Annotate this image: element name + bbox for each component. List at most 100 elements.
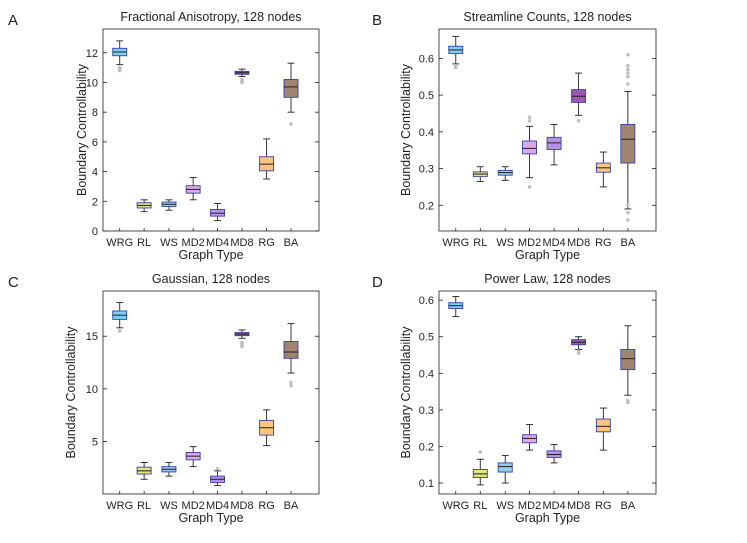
y-tick-label: 12	[86, 48, 98, 60]
axes-frame	[438, 290, 657, 495]
box-ws	[161, 461, 177, 477]
x-tick-label: WRG	[442, 237, 469, 249]
outlier-point	[289, 380, 293, 385]
y-tick-label: 4	[92, 167, 98, 179]
x-tick-label: RL	[137, 500, 151, 512]
x-tick-label: MD2	[518, 500, 541, 512]
outlier-point	[289, 122, 293, 126]
y-tick-label: 0.2	[419, 441, 434, 453]
chart-title: Streamline Counts, 128 nodes	[463, 10, 631, 24]
outlier-point	[626, 63, 630, 68]
x-tick-label: RG	[258, 500, 275, 512]
axes-frame	[102, 290, 320, 495]
box-iqr	[522, 140, 537, 155]
box-iqr	[497, 462, 513, 473]
x-axis-label: Graph Type	[515, 511, 580, 525]
x-tick-label: MD2	[182, 500, 205, 512]
outlier-point	[478, 450, 483, 454]
y-tick-label: 0.6	[419, 295, 434, 307]
x-tick-label: BA	[284, 500, 299, 512]
y-tick-label: 0.4	[419, 368, 434, 380]
y-tick-label: 0	[92, 226, 98, 238]
outlier-point	[240, 77, 244, 82]
box-ba	[283, 62, 299, 126]
box-rg	[259, 409, 275, 447]
box-rg	[595, 407, 611, 451]
box-rl	[136, 199, 152, 213]
box-md8	[571, 72, 587, 123]
box-iqr	[283, 79, 299, 98]
box-md2	[185, 177, 201, 201]
y-axis-label: Boundary Controllability	[75, 63, 89, 196]
x-tick-label: WS	[160, 237, 178, 249]
y-axis-label: Boundary Controllability	[399, 63, 413, 196]
y-tick-label: 0.5	[419, 90, 434, 102]
outlier-point	[626, 398, 630, 403]
x-tick-label: MD4	[542, 237, 565, 249]
box-wrg	[448, 296, 464, 318]
box-ba	[620, 325, 636, 405]
x-tick-label: RG	[258, 237, 275, 249]
box-iqr	[546, 136, 562, 150]
x-tick-label: WRG	[442, 500, 469, 512]
box-md4	[546, 124, 562, 166]
y-tick-label: 6	[92, 137, 98, 149]
box-md4	[546, 444, 562, 464]
chart-panel-a: A Fractional Anisotropy, 128 nodes 0 2 4 6 8 10…	[8, 10, 320, 262]
y-tick-label: 0.4	[419, 127, 434, 139]
x-tick-label: BA	[621, 500, 636, 512]
chart-panel-c: C Gaussian, 128 nodes 5 10 15 WRG RL WS MD2 MD4 MD…	[8, 272, 320, 525]
y-tick-label: 0.3	[419, 164, 434, 176]
axes-frame	[102, 28, 320, 232]
panel-letter: C	[8, 274, 19, 291]
box-ba	[620, 52, 636, 222]
outlier-point	[527, 115, 532, 119]
x-tick-label: MD2	[182, 237, 205, 249]
box-rg	[595, 151, 611, 188]
outlier-point	[117, 65, 122, 70]
box-md4	[210, 466, 226, 487]
box-wrg	[112, 302, 128, 333]
x-tick-label: WRG	[106, 237, 133, 249]
box-ws	[161, 199, 177, 211]
y-tick-label: 0.2	[419, 200, 434, 212]
outlier-point	[527, 185, 532, 189]
box-md4	[210, 203, 226, 222]
outlier-point	[215, 466, 220, 471]
outlier-point	[240, 340, 244, 345]
outlier-point	[289, 383, 293, 388]
y-tick-label: 0.3	[419, 405, 434, 417]
box-rl	[472, 166, 488, 182]
outlier-point	[626, 203, 630, 208]
x-tick-label: MD2	[518, 237, 541, 249]
y-axis-label: Boundary Controllability	[64, 326, 78, 459]
box-iqr	[620, 124, 636, 164]
box-iqr	[595, 418, 611, 433]
box-wrg	[112, 40, 128, 73]
x-tick-label: RL	[473, 500, 487, 512]
outlier-point	[117, 329, 122, 333]
x-tick-label: RG	[595, 500, 612, 512]
x-tick-label: BA	[621, 237, 636, 249]
box-md2	[522, 424, 537, 451]
panel-letter: B	[372, 12, 382, 29]
box-md8	[571, 336, 587, 355]
box-md2	[185, 446, 201, 468]
axes-frame	[438, 28, 657, 232]
x-tick-label: RG	[595, 237, 612, 249]
outlier-point	[626, 67, 630, 72]
outlier-point	[626, 82, 630, 86]
x-tick-label: MD8	[567, 237, 590, 249]
box-ba	[283, 323, 299, 388]
outlier-point	[576, 119, 581, 123]
box-md8	[234, 329, 250, 349]
y-tick-label: 8	[92, 107, 98, 119]
outlier-point	[626, 52, 630, 57]
x-tick-label: MD4	[206, 237, 229, 249]
box-md8	[234, 68, 250, 85]
outlier-point	[453, 63, 458, 68]
outlier-point	[626, 71, 630, 75]
x-axis-label: Graph Type	[178, 511, 243, 525]
chart-title: Power Law, 128 nodes	[484, 272, 610, 286]
outlier-point	[626, 210, 630, 215]
